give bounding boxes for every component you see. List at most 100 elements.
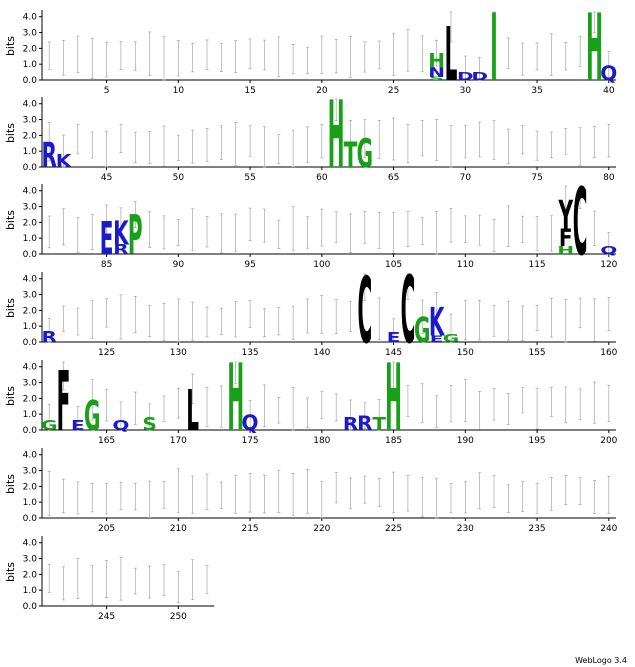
y-axis-label: bits bbox=[4, 386, 17, 406]
x-tick-label: 165 bbox=[98, 436, 115, 446]
residue-letter: G bbox=[357, 132, 373, 177]
weblogo-version: WebLogo 3.4 bbox=[575, 656, 627, 665]
x-tick-label: 195 bbox=[528, 436, 545, 446]
y-tick-label: 1.0 bbox=[23, 498, 38, 508]
residue-letter: R bbox=[41, 135, 57, 175]
residue-letter: R bbox=[41, 329, 57, 346]
residue-letter: T bbox=[372, 415, 386, 434]
residue-letter: I bbox=[490, 0, 497, 102]
y-tick-label: 3.0 bbox=[23, 379, 38, 389]
logo-row-2: bits 0.0 1.0 2.0 3.0 4.0 45 50 55 60 65 70 75 80 RK H T G bbox=[4, 80, 616, 189]
x-tick-label: 15 bbox=[244, 86, 255, 96]
x-tick-label: 55 bbox=[244, 173, 255, 183]
x-tick-label: 45 bbox=[101, 173, 112, 183]
y-tick-label: 1.0 bbox=[23, 147, 38, 157]
x-tick-label: 90 bbox=[173, 260, 185, 270]
y-axis-label: bits bbox=[4, 298, 17, 318]
residue-letter: F bbox=[559, 226, 573, 253]
y-tick-label: 1.0 bbox=[23, 410, 38, 420]
x-tick-label: 105 bbox=[385, 260, 402, 270]
x-tick-label: 115 bbox=[528, 260, 545, 270]
x-tick-label: 240 bbox=[600, 524, 617, 534]
residue-letter: G bbox=[41, 418, 57, 433]
x-tick-label: 160 bbox=[600, 348, 617, 358]
logo-row-7: bits 0.0 1.0 2.0 3.0 4.0 245 250 bbox=[4, 536, 215, 622]
y-tick-label: 2.0 bbox=[23, 570, 38, 580]
x-tick-label: 170 bbox=[170, 436, 187, 446]
residue-letter: H bbox=[328, 80, 345, 189]
y-tick-label: 0.0 bbox=[23, 338, 38, 348]
residue-letter: N bbox=[428, 65, 445, 80]
residue-letter: R bbox=[343, 415, 359, 434]
logo-row-3: bits 0.0 1.0 2.0 3.0 4.0 85 90 95 100 105 110 115 120… bbox=[4, 167, 618, 276]
y-tick-label: 2.0 bbox=[23, 394, 38, 404]
y-tick-label: 1.0 bbox=[23, 234, 38, 244]
residue-letter: D bbox=[457, 70, 474, 83]
residue-letter: C bbox=[573, 167, 588, 276]
y-tick-label: 2.0 bbox=[23, 218, 38, 228]
residue-letter: E bbox=[100, 213, 114, 266]
residue-letter: F bbox=[57, 354, 71, 450]
x-tick-label: 200 bbox=[600, 436, 617, 446]
x-tick-label: 120 bbox=[600, 260, 617, 270]
x-tick-label: 95 bbox=[244, 260, 255, 270]
residue-letter: E bbox=[71, 418, 85, 433]
x-tick-label: 180 bbox=[313, 436, 330, 446]
y-tick-label: 4.0 bbox=[23, 539, 38, 549]
residue-letter: H bbox=[428, 50, 445, 73]
y-tick-label: 4.0 bbox=[23, 275, 38, 285]
x-tick-label: 75 bbox=[531, 173, 542, 183]
y-tick-label: 3.0 bbox=[23, 203, 38, 213]
x-tick-label: 30 bbox=[460, 86, 472, 96]
y-tick-label: 0.0 bbox=[23, 163, 38, 173]
x-tick-label: 175 bbox=[241, 436, 258, 446]
x-tick-label: 65 bbox=[388, 173, 399, 183]
x-tick-label: 210 bbox=[170, 524, 187, 534]
residue-letter: G bbox=[414, 310, 430, 350]
x-tick-label: 190 bbox=[457, 436, 474, 446]
residue-letter: Q bbox=[600, 62, 617, 85]
y-tick-label: 3.0 bbox=[23, 555, 38, 565]
x-tick-label: 230 bbox=[457, 524, 474, 534]
y-tick-label: 3.0 bbox=[23, 467, 38, 477]
residue-letter: Q bbox=[112, 418, 129, 433]
y-tick-label: 4.0 bbox=[23, 100, 38, 110]
x-tick-label: 205 bbox=[98, 524, 115, 534]
logo-row-5: bits 0.0 1.0 2.0 3.0 4.0 165 170 175 180 185 190 195… bbox=[4, 343, 618, 452]
residue-letter: H bbox=[385, 343, 402, 452]
residue-letter: Q bbox=[242, 410, 259, 435]
x-tick-label: 40 bbox=[603, 86, 615, 96]
residue-letter: C bbox=[358, 258, 373, 364]
residue-letter: E bbox=[430, 334, 444, 344]
residue-letter: K bbox=[429, 300, 445, 345]
y-tick-label: 2.0 bbox=[23, 44, 38, 54]
x-tick-label: 50 bbox=[173, 173, 185, 183]
x-tick-label: 20 bbox=[316, 86, 328, 96]
logo-row-6: bits 0.0 1.0 2.0 3.0 4.0 205 210 215 220 225 230 235… bbox=[4, 448, 618, 534]
x-tick-label: 60 bbox=[316, 173, 328, 183]
y-tick-label: 3.0 bbox=[23, 291, 38, 301]
x-tick-label: 215 bbox=[241, 524, 258, 534]
y-tick-label: 4.0 bbox=[23, 13, 38, 23]
residue-letter: G bbox=[84, 392, 100, 440]
y-tick-label: 1.0 bbox=[23, 60, 38, 70]
residue-letter: Y bbox=[558, 193, 574, 238]
residue-letter: K bbox=[56, 152, 73, 171]
x-tick-label: 25 bbox=[388, 86, 399, 96]
x-tick-label: 155 bbox=[528, 348, 545, 358]
residue-letter: E bbox=[387, 330, 401, 345]
x-tick-label: 10 bbox=[173, 86, 185, 96]
logo-row-4: bits 0.0 1.0 2.0 3.0 4.0 125 130 135 140 145 150 155… bbox=[4, 255, 618, 364]
x-tick-label: 110 bbox=[457, 260, 474, 270]
y-axis-label: bits bbox=[4, 210, 17, 230]
y-tick-label: 0.0 bbox=[23, 426, 38, 436]
y-tick-label: 2.0 bbox=[23, 131, 38, 141]
y-tick-label: 4.0 bbox=[23, 451, 38, 461]
y-tick-label: 4.0 bbox=[23, 363, 38, 373]
residue-letter: T bbox=[344, 135, 358, 175]
residue-letter: Q bbox=[600, 244, 617, 257]
residue-letter: D bbox=[471, 70, 488, 83]
y-tick-label: 4.0 bbox=[23, 187, 38, 197]
